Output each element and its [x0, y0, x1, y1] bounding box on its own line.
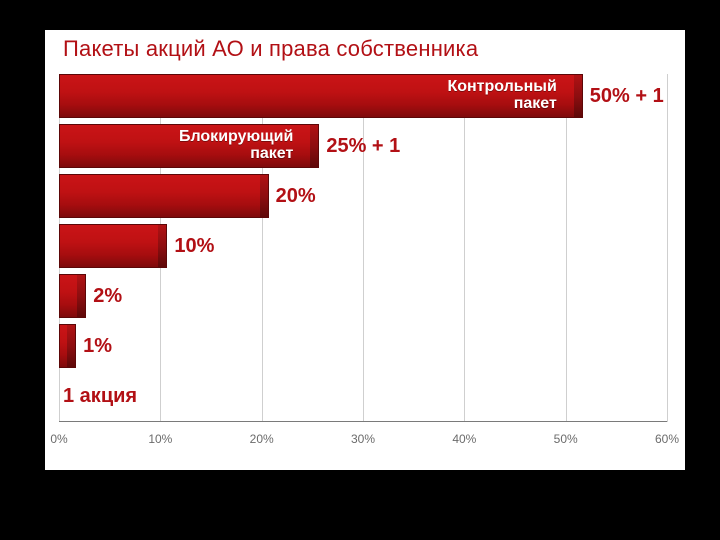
bar-cap [158, 224, 167, 268]
x-tick-label: 0% [50, 432, 67, 446]
bar-inside-label: Блокирующий пакет [179, 129, 293, 163]
bar-value-label: 50% + 1 [590, 85, 664, 108]
bar-cap [310, 124, 319, 168]
bar: Блокирующий пакет [59, 124, 312, 168]
bar-inside-label: Контрольный пакет [447, 79, 556, 113]
bar-cap [574, 74, 583, 118]
x-tick-label: 50% [554, 432, 578, 446]
bar-row: Блокирующий пакет 25% + 1 [59, 124, 667, 168]
bar-row: 10% [59, 224, 667, 268]
bar-row: 1% [59, 324, 667, 368]
x-tick-label: 60% [655, 432, 679, 446]
bar [59, 174, 262, 218]
chart-panel: Пакеты акций АО и права собственника Кон… [45, 30, 685, 470]
bar-cap [77, 274, 86, 318]
bar-row: 2% [59, 274, 667, 318]
bar-value-label: 1% [83, 335, 112, 358]
bar-value-label: 1 акция [63, 385, 137, 408]
bar-value-label: 20% [276, 185, 316, 208]
bar: Контрольный пакет [59, 74, 576, 118]
bar-cap [260, 174, 269, 218]
x-tick-label: 30% [351, 432, 375, 446]
bar-row: Контрольный пакет 50% + 1 [59, 74, 667, 118]
gridline [667, 74, 668, 422]
bar [59, 274, 79, 318]
bar [59, 324, 69, 368]
bar-row: 1 акция [59, 374, 667, 418]
chart-title: Пакеты акций АО и права собственника [63, 36, 478, 62]
plot: Контрольный пакет 50% + 1 Блокирующий паке… [59, 74, 667, 422]
bar-row: 20% [59, 174, 667, 218]
bar [59, 224, 160, 268]
x-axis: 0%10%20%30%40%50%60% [59, 432, 667, 448]
bar-value-label: 2% [93, 285, 122, 308]
plot-area: Контрольный пакет 50% + 1 Блокирующий паке… [59, 74, 667, 450]
x-tick-label: 10% [148, 432, 172, 446]
x-baseline [59, 421, 667, 422]
x-tick-label: 20% [250, 432, 274, 446]
x-tick-label: 40% [452, 432, 476, 446]
bar-value-label: 25% + 1 [326, 135, 400, 158]
bar-cap [67, 324, 76, 368]
bar-value-label: 10% [174, 235, 214, 258]
